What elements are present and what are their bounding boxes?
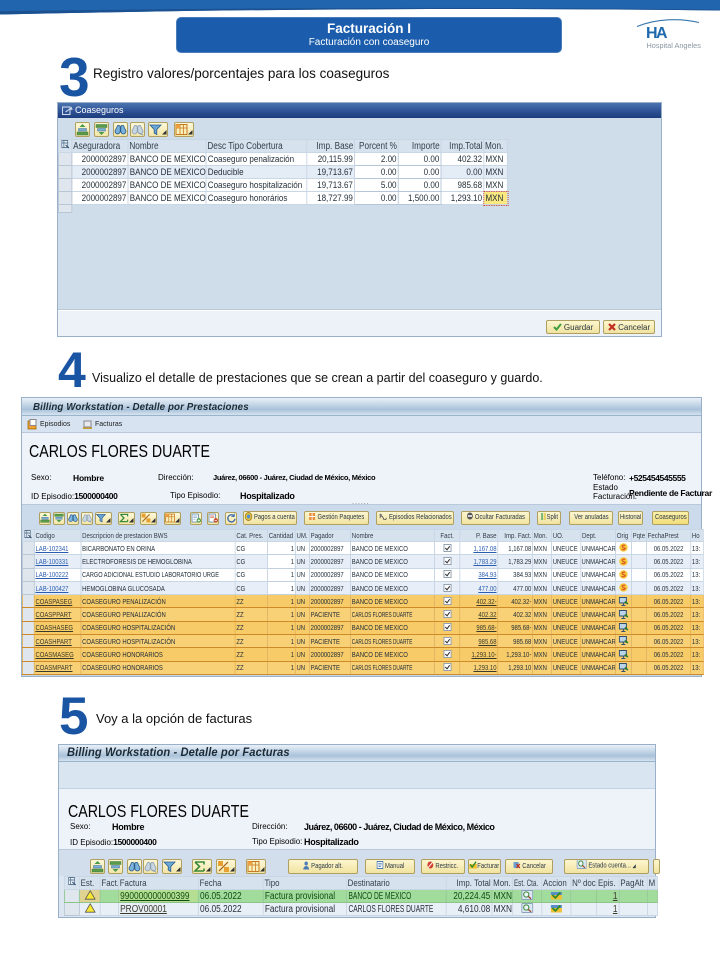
svg-text:HA: HA — [646, 25, 668, 42]
svg-text:Hospital Angeles: Hospital Angeles — [647, 41, 702, 50]
